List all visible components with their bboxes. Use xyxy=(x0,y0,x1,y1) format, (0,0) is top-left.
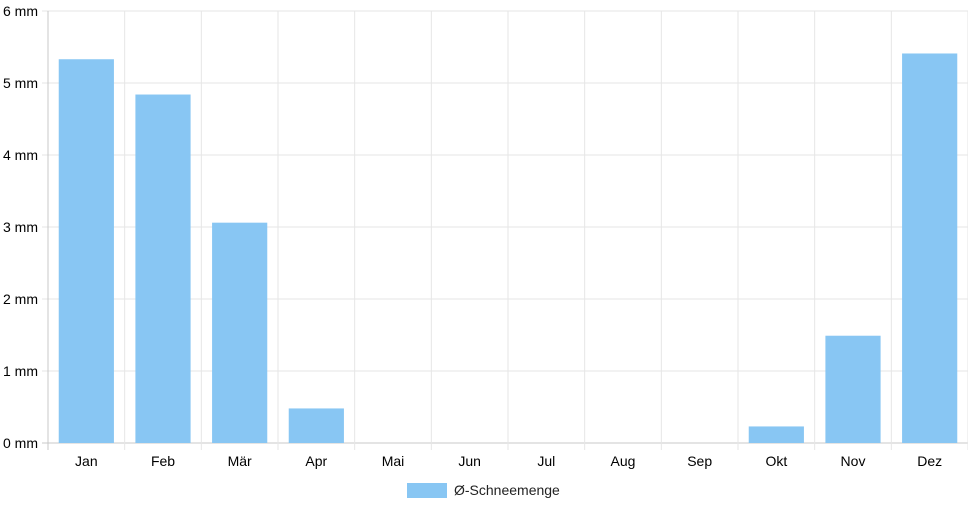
bar-jan[interactable] xyxy=(58,59,114,444)
y-tick-label: 1 mm xyxy=(3,363,38,379)
x-tick-label: Aug xyxy=(611,453,636,469)
y-tick-label: 4 mm xyxy=(3,147,38,163)
grid-lines xyxy=(42,10,968,450)
y-axis-ticks: 0 mm 1 mm 2 mm 3 mm 4 mm 5 mm 6 mm xyxy=(3,3,38,451)
legend[interactable]: Ø-Schneemenge xyxy=(407,482,560,498)
x-tick-label: Mai xyxy=(382,453,405,469)
bar-nov[interactable] xyxy=(825,335,881,443)
y-tick-label: 6 mm xyxy=(3,3,38,19)
y-tick-label: 3 mm xyxy=(3,219,38,235)
bar-okt[interactable] xyxy=(748,426,804,443)
bar-mär[interactable] xyxy=(212,222,268,443)
x-tick-label: Nov xyxy=(841,453,866,469)
x-tick-label: Jan xyxy=(75,453,98,469)
x-tick-label: Okt xyxy=(765,453,787,469)
bar-dez[interactable] xyxy=(902,53,958,443)
bar-feb[interactable] xyxy=(135,94,191,444)
bar-apr[interactable] xyxy=(288,408,344,443)
x-tick-label: Dez xyxy=(917,453,942,469)
y-tick-label: 0 mm xyxy=(3,435,38,451)
legend-label: Ø-Schneemenge xyxy=(454,482,560,498)
x-tick-label: Jul xyxy=(537,453,555,469)
x-tick-label: Apr xyxy=(305,453,327,469)
x-tick-label: Feb xyxy=(151,453,175,469)
y-tick-label: 2 mm xyxy=(3,291,38,307)
x-tick-label: Jun xyxy=(458,453,481,469)
bar-series xyxy=(58,53,958,444)
y-tick-label: 5 mm xyxy=(3,75,38,91)
x-tick-label: Mär xyxy=(228,453,252,469)
x-axis-ticks: Jan Feb Mär Apr Mai Jun Jul Aug Sep Okt Nov Dez xyxy=(75,453,942,469)
x-tick-label: Sep xyxy=(687,453,712,469)
legend-swatch xyxy=(407,483,447,498)
